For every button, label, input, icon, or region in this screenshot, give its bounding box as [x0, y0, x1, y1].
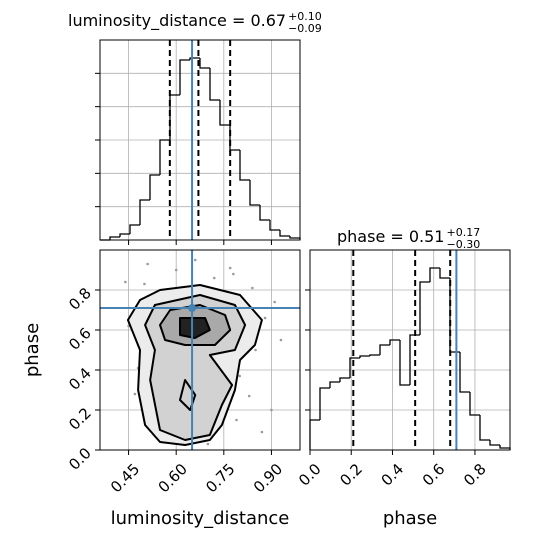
- hist-step: [119, 233, 130, 237]
- hist-step: [359, 355, 370, 358]
- hist-step: [399, 340, 410, 386]
- x-axis-label: phase: [383, 508, 437, 529]
- x-tick-label: 0.45: [107, 460, 143, 496]
- hist-step: [109, 236, 120, 240]
- hist-step: [459, 352, 470, 393]
- title-sup: +0.10: [288, 10, 322, 23]
- hist-step: [389, 339, 400, 345]
- hist-step: [339, 377, 350, 382]
- x-tick-label: 0.2: [336, 460, 366, 490]
- panel-frame: [309, 249, 511, 451]
- sample-point: [238, 374, 241, 378]
- hist-step: [149, 174, 160, 200]
- hist-step: [499, 445, 511, 450]
- panel-title: phase = 0.51: [337, 227, 444, 246]
- hist-step: [309, 419, 320, 450]
- sample-point: [146, 262, 149, 266]
- hist-step: [259, 205, 270, 221]
- hist-step: [279, 230, 290, 237]
- hist-step: [319, 387, 330, 420]
- sample-point: [228, 266, 232, 270]
- hist-step: [199, 58, 210, 69]
- sample-point: [247, 394, 251, 398]
- hist-step: [449, 278, 460, 353]
- sample-point: [270, 408, 273, 412]
- hist-step: [169, 94, 180, 140]
- hist-step: [419, 281, 430, 335]
- hist-step: [329, 381, 340, 388]
- sample-point: [260, 430, 264, 434]
- hist-step: [159, 139, 170, 175]
- hist-step: [289, 236, 301, 240]
- hist-step: [179, 59, 190, 95]
- sample-point: [251, 286, 254, 290]
- sample-point: [206, 442, 210, 446]
- sample-point: [124, 280, 127, 284]
- hist-step: [249, 180, 260, 206]
- y-tick-label: 0.0: [65, 444, 95, 474]
- hist-step: [139, 199, 150, 225]
- x-tick-label: 0.4: [378, 460, 408, 490]
- sample-point: [133, 392, 137, 396]
- y-tick-label: 0.4: [65, 364, 95, 394]
- sample-point: [174, 268, 178, 272]
- hist-step: [269, 220, 280, 231]
- x-tick-label: 0.6: [419, 460, 449, 490]
- x-axis-label: luminosity_distance: [111, 508, 290, 529]
- hist-step: [209, 68, 220, 101]
- x-tick-label: 0.0: [295, 460, 325, 490]
- title-sup: +0.17: [446, 226, 480, 239]
- hist-step: [489, 440, 500, 446]
- sample-point: [273, 300, 276, 304]
- hist-step: [369, 354, 380, 356]
- x-tick-label: 0.60: [155, 460, 191, 496]
- panel-frame: [99, 39, 301, 241]
- sample-point: [143, 282, 146, 286]
- hist-step: [379, 344, 390, 355]
- y-axis-label: phase: [22, 323, 43, 377]
- x-tick-label: 0.75: [202, 460, 238, 496]
- title-sub: −0.30: [446, 238, 480, 251]
- hist-step: [219, 100, 230, 126]
- hist-step: [349, 357, 360, 378]
- hist-step: [479, 415, 490, 441]
- x-tick-label: 0.8: [460, 460, 490, 490]
- contour: [179, 317, 211, 339]
- sample-point: [263, 316, 267, 320]
- sample-point: [279, 338, 283, 342]
- hist-step: [189, 57, 200, 60]
- hist-step: [409, 334, 420, 385]
- panel-frame: [99, 249, 301, 451]
- hist-step: [469, 392, 480, 416]
- y-tick-label: 0.6: [65, 324, 95, 354]
- hist-step: [229, 125, 240, 151]
- sample-point: [193, 258, 197, 262]
- title-sub: −0.09: [288, 22, 322, 35]
- x-tick-label: 0.90: [250, 460, 286, 496]
- panel-title: luminosity_distance = 0.67: [68, 11, 286, 31]
- sample-point: [254, 348, 257, 352]
- hist-step: [239, 150, 250, 181]
- y-tick-label: 0.8: [65, 284, 95, 314]
- y-tick-label: 0.2: [65, 404, 95, 434]
- hist-step: [129, 224, 140, 234]
- sample-point: [212, 276, 216, 280]
- hist-step: [429, 267, 440, 282]
- sample-point: [235, 418, 238, 422]
- truth-point: [188, 304, 197, 312]
- sample-point: [232, 272, 235, 276]
- hist-step: [439, 268, 450, 279]
